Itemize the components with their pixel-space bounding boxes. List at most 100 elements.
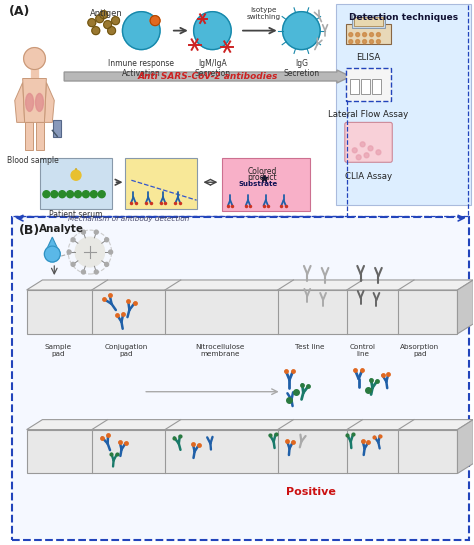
Text: Analyte: Analyte (38, 224, 83, 234)
Circle shape (368, 146, 373, 151)
FancyBboxPatch shape (53, 120, 61, 137)
Circle shape (360, 142, 365, 147)
Text: Nitrocellulose
membrane: Nitrocellulose membrane (196, 344, 245, 357)
Polygon shape (27, 280, 474, 290)
Circle shape (363, 33, 366, 37)
Text: Lateral Flow Assay: Lateral Flow Assay (328, 111, 409, 119)
Text: product: product (247, 173, 277, 182)
Circle shape (74, 191, 82, 198)
Circle shape (356, 33, 360, 37)
Text: Inmune response
Activation: Inmune response Activation (108, 58, 174, 78)
Circle shape (82, 270, 85, 274)
Text: CLIA Assay: CLIA Assay (345, 172, 392, 181)
Circle shape (349, 33, 353, 37)
Circle shape (104, 21, 111, 29)
FancyBboxPatch shape (372, 79, 381, 94)
FancyArrow shape (64, 70, 351, 83)
Circle shape (370, 40, 374, 44)
Text: Substrate: Substrate (238, 181, 277, 187)
Text: Sample
pad: Sample pad (45, 344, 72, 357)
Circle shape (283, 11, 320, 50)
Ellipse shape (26, 93, 34, 111)
Text: IgM/IgA
Secretion: IgM/IgA Secretion (194, 58, 230, 78)
Polygon shape (15, 82, 25, 123)
Polygon shape (45, 237, 60, 254)
FancyBboxPatch shape (346, 23, 391, 44)
Circle shape (349, 40, 353, 44)
Circle shape (94, 230, 98, 234)
Circle shape (88, 19, 96, 27)
Circle shape (92, 27, 100, 35)
Circle shape (352, 148, 357, 153)
Polygon shape (27, 290, 457, 334)
Text: Test line: Test line (294, 344, 324, 350)
Circle shape (356, 40, 360, 44)
Circle shape (100, 11, 108, 19)
Text: (B): (B) (18, 224, 40, 237)
Circle shape (109, 250, 113, 254)
FancyBboxPatch shape (222, 158, 310, 211)
Circle shape (364, 153, 369, 158)
Circle shape (98, 191, 105, 198)
Circle shape (75, 237, 105, 267)
Text: Detection techniques: Detection techniques (348, 13, 458, 22)
Circle shape (45, 246, 60, 262)
Polygon shape (27, 420, 474, 429)
FancyBboxPatch shape (125, 158, 197, 209)
Text: Control
line: Control line (350, 344, 375, 357)
Polygon shape (457, 420, 474, 474)
Circle shape (82, 191, 90, 198)
Text: (A): (A) (9, 5, 30, 17)
Polygon shape (36, 123, 45, 150)
Circle shape (71, 238, 75, 242)
Circle shape (91, 191, 97, 198)
FancyBboxPatch shape (345, 123, 392, 162)
Circle shape (59, 191, 65, 198)
Circle shape (43, 191, 50, 198)
FancyBboxPatch shape (12, 217, 469, 540)
Text: Conjugation
pad: Conjugation pad (105, 344, 148, 357)
Circle shape (376, 150, 381, 155)
Circle shape (363, 40, 366, 44)
Circle shape (108, 27, 116, 35)
Circle shape (71, 170, 81, 180)
Polygon shape (27, 429, 457, 474)
Circle shape (376, 33, 381, 37)
Circle shape (111, 17, 119, 25)
Circle shape (24, 47, 46, 70)
Text: Anti SARS-CoV-2 antibodies: Anti SARS-CoV-2 antibodies (137, 72, 278, 81)
Circle shape (71, 262, 75, 267)
Circle shape (150, 16, 160, 26)
Text: Absorption
pad: Absorption pad (401, 344, 439, 357)
Circle shape (96, 15, 104, 23)
Text: Patient serum: Patient serum (49, 210, 103, 219)
Polygon shape (72, 168, 80, 175)
FancyBboxPatch shape (346, 68, 391, 101)
Ellipse shape (36, 93, 44, 111)
FancyBboxPatch shape (350, 79, 359, 94)
Polygon shape (457, 280, 474, 334)
Polygon shape (23, 78, 46, 123)
Text: Mechanism of antibody detection: Mechanism of antibody detection (68, 216, 190, 222)
Circle shape (51, 191, 58, 198)
Text: Antigen: Antigen (90, 9, 123, 17)
Text: Isotype
switching: Isotype switching (247, 7, 281, 20)
Circle shape (376, 40, 381, 44)
Text: Positive: Positive (286, 487, 336, 498)
Text: ELISA: ELISA (356, 52, 381, 62)
FancyBboxPatch shape (361, 79, 370, 94)
FancyBboxPatch shape (352, 15, 385, 28)
Polygon shape (45, 82, 55, 123)
Circle shape (82, 230, 85, 234)
Circle shape (105, 262, 109, 267)
Text: IgG
Secretion: IgG Secretion (283, 58, 319, 78)
Text: Colored: Colored (247, 167, 276, 176)
FancyBboxPatch shape (336, 4, 471, 205)
Circle shape (67, 250, 71, 254)
Circle shape (67, 191, 73, 198)
Polygon shape (25, 123, 33, 150)
Circle shape (193, 11, 231, 50)
Circle shape (122, 11, 160, 50)
FancyBboxPatch shape (40, 158, 112, 209)
FancyBboxPatch shape (355, 17, 383, 26)
